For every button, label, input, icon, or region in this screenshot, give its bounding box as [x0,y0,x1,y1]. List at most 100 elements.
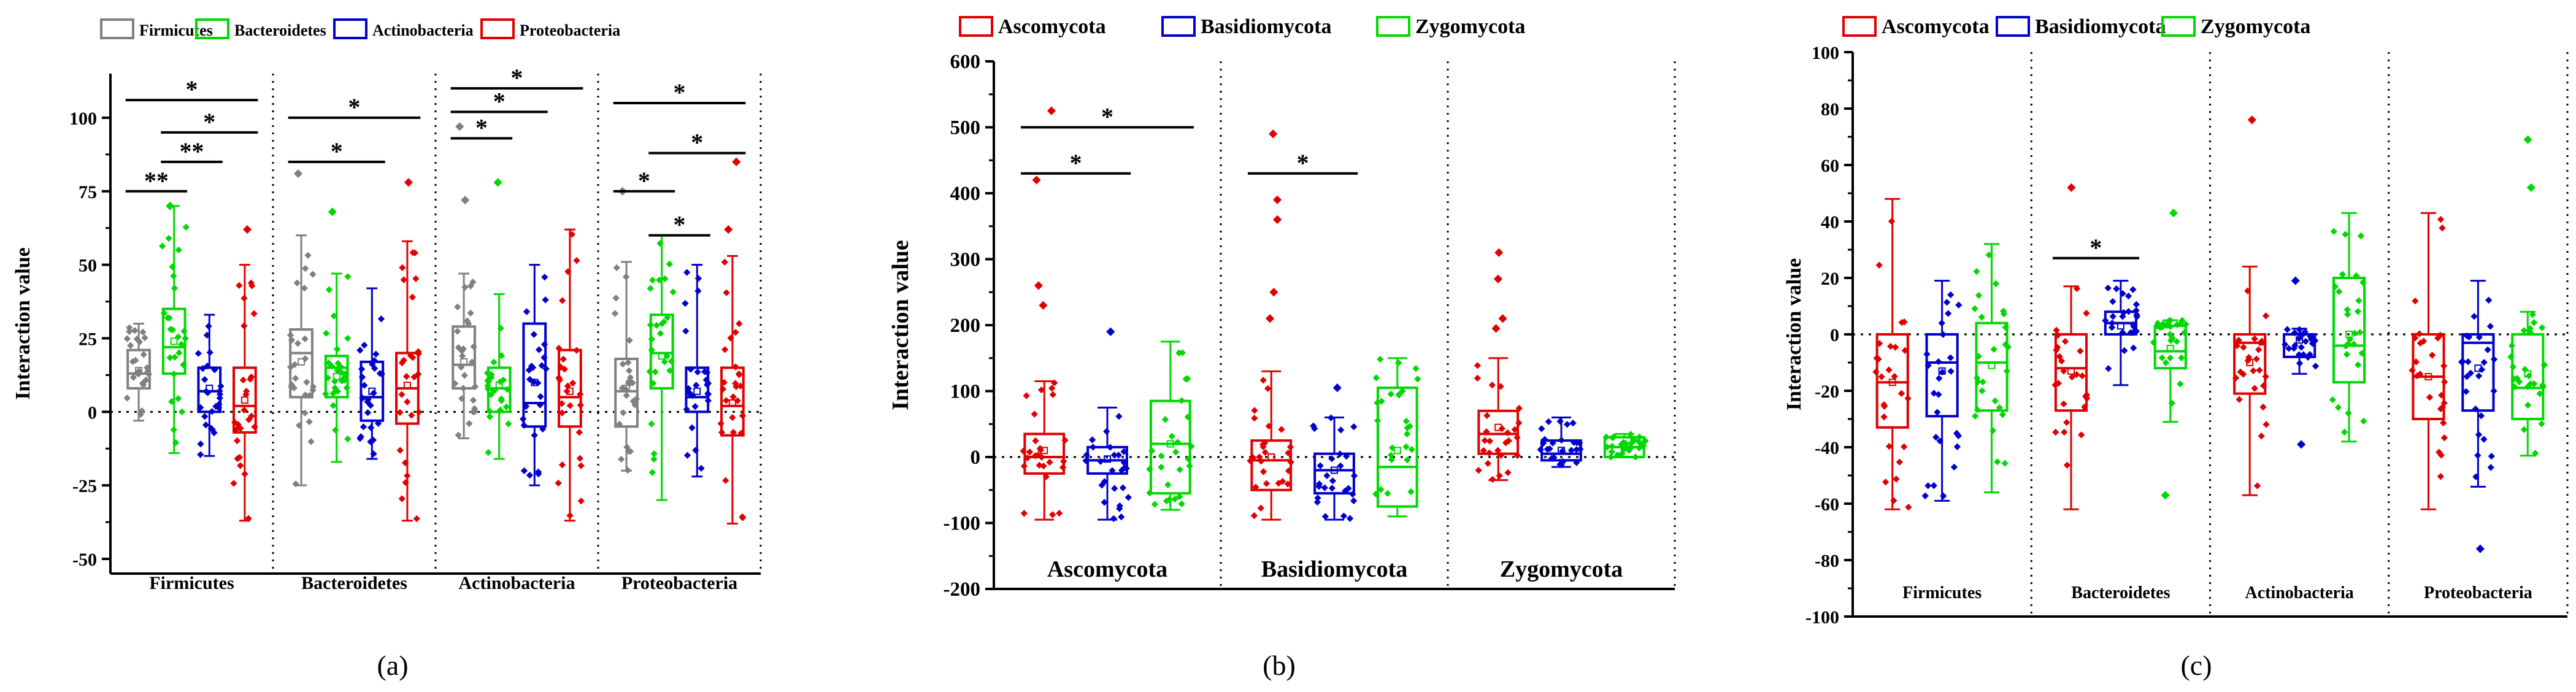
data-point [629,398,637,405]
box-iqr [2153,325,2187,370]
data-point [166,314,173,321]
legend-label-ascomycota: Ascomycota [1882,15,1990,38]
box-bacteroidetes-bacteroidetes [322,272,352,463]
data-point [455,344,462,352]
outlier-point [732,157,741,166]
data-point [626,337,633,344]
data-point [1259,468,1267,475]
data-point [1346,515,1354,522]
box-iqr [486,366,512,413]
data-point [2119,313,2126,320]
data-point [2251,335,2258,342]
data-point [1395,391,1403,399]
data-point [652,368,659,375]
data-point [1088,436,1096,444]
data-point [1932,434,1940,441]
data-point [370,390,377,397]
data-point [1172,448,1180,456]
y-tick-label: 100 [950,381,981,403]
data-point [1971,305,1978,312]
data-point [2357,232,2365,240]
data-point [1504,469,1512,477]
data-point [1275,480,1282,487]
data-point [2340,428,2348,436]
data-point [1259,377,1267,384]
box-firmicutes-firmicutes [123,323,153,422]
data-point [396,447,404,454]
outlier-point [2067,183,2076,192]
y-tick-label: -60 [1815,494,1839,515]
data-point [233,437,241,445]
data-point [236,282,243,290]
data-point [485,448,492,456]
significance-label: * [348,93,361,121]
data-point [541,274,548,281]
outlier-point [493,178,502,187]
data-point [722,477,729,484]
data-point [2061,337,2069,345]
box-zygomycota-zygomycota [1602,431,1649,461]
data-point [201,376,209,383]
data-point [737,382,744,390]
data-point [1372,374,1380,382]
data-point [2166,354,2174,362]
box-mean [1393,447,1401,455]
data-point [2344,310,2351,318]
data-point [1395,359,1402,367]
data-point [1978,387,1986,394]
data-point [721,346,729,353]
data-point [2105,365,2112,372]
box-iqr [359,360,385,422]
data-point [201,413,209,420]
data-point [620,409,627,417]
data-point [248,373,255,381]
data-point [1978,313,1985,321]
data-point [694,368,701,376]
box-iqr [2461,333,2495,412]
data-point [469,396,477,404]
significance-label: ** [144,167,169,194]
box-mean [170,337,178,345]
outlier-point [2161,491,2170,500]
data-point [2263,421,2270,428]
data-point [309,271,317,278]
box-mean [1988,361,1996,369]
significance-label: * [331,137,343,165]
data-point [1110,452,1118,459]
data-point [323,329,330,337]
data-point [650,450,658,458]
data-point [2251,385,2258,392]
data-point [2437,405,2445,413]
box-iqr [126,348,151,390]
box-firmicutes-basidiomycota [1921,280,1963,502]
data-point [2480,436,2488,443]
data-point [2250,367,2257,374]
data-point [558,461,566,469]
significance-label: * [511,64,523,91]
outlier-point [1032,175,1041,185]
box-iqr [649,313,674,390]
data-point [575,429,583,436]
box-basidiomycota-zygomycota [1372,355,1421,518]
data-point [2437,473,2445,480]
data-point [344,334,352,342]
data-point [1480,447,1488,455]
data-point [1538,425,1545,433]
outlier-point [2247,115,2256,125]
data-point [2285,345,2293,352]
data-point [398,495,406,502]
data-point [2329,396,2337,404]
data-point [1496,472,1503,480]
box-iqr [720,366,745,437]
data-point [331,384,339,392]
data-point [127,342,134,349]
data-point [139,328,147,336]
box-proteobacteria-bacteroidetes [646,234,677,501]
data-point [577,462,585,469]
data-point [2262,312,2270,320]
outlier-point [1047,106,1056,115]
data-point [307,438,315,445]
data-point [1384,490,1391,498]
data-point [619,360,626,368]
data-point [398,391,406,398]
